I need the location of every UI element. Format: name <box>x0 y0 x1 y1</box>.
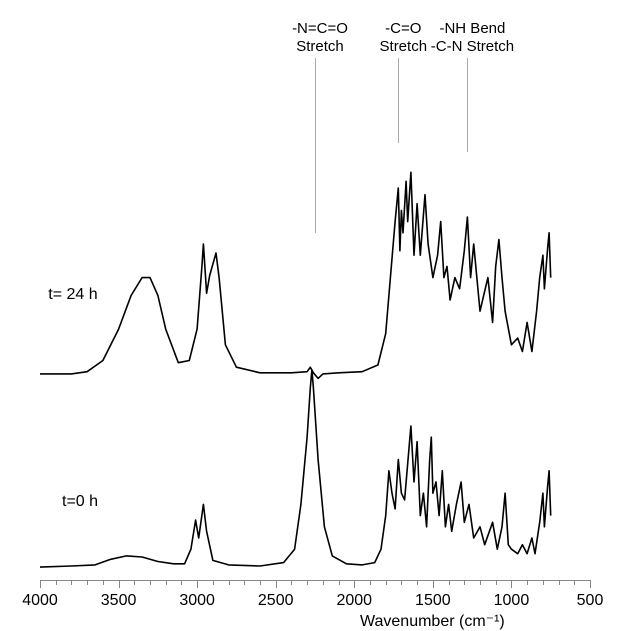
tick-label: 3500 <box>101 592 137 610</box>
minor-tick <box>559 580 560 585</box>
major-tick <box>40 580 41 588</box>
minor-tick <box>323 580 324 585</box>
minor-tick <box>103 580 104 585</box>
minor-tick <box>134 580 135 585</box>
peak-marker-0 <box>315 58 316 233</box>
peak-label-2: -NH Bend-C-N Stretch <box>427 20 517 56</box>
minor-tick <box>401 580 402 585</box>
minor-tick <box>370 580 371 585</box>
x-axis: 4000350030002500200015001000500 <box>40 580 590 620</box>
minor-tick <box>229 580 230 585</box>
minor-tick <box>260 580 261 585</box>
peak-label-0: -N=C=OStretch <box>275 20 365 56</box>
spectrum-t24h <box>40 172 551 378</box>
minor-tick <box>464 580 465 585</box>
ir-spectra-figure: t= 24 ht=0 h-N=C=OStretch-C=OStretch-NH … <box>0 0 629 631</box>
major-tick <box>276 580 277 588</box>
major-tick <box>511 580 512 588</box>
x-axis-title: Wavenumber (cm⁻¹) <box>360 611 505 631</box>
tick-label: 2000 <box>336 592 372 610</box>
tick-label: 500 <box>577 592 604 610</box>
peak-marker-1 <box>398 58 399 143</box>
tick-label: 1000 <box>494 592 530 610</box>
minor-tick <box>150 580 151 585</box>
plot-area: t= 24 ht=0 h-N=C=OStretch-C=OStretch-NH … <box>40 20 590 580</box>
minor-tick <box>213 580 214 585</box>
minor-tick <box>527 580 528 585</box>
minor-tick <box>386 580 387 585</box>
minor-tick <box>449 580 450 585</box>
spectrum-t0h <box>40 370 551 567</box>
minor-tick <box>480 580 481 585</box>
tick-label: 3000 <box>179 592 215 610</box>
major-tick <box>197 580 198 588</box>
minor-tick <box>244 580 245 585</box>
tick-label: 2500 <box>258 592 294 610</box>
trace-label-t0h: t=0 h <box>62 493 98 511</box>
major-tick <box>433 580 434 588</box>
minor-tick <box>291 580 292 585</box>
minor-tick <box>574 580 575 585</box>
minor-tick <box>543 580 544 585</box>
minor-tick <box>166 580 167 585</box>
trace-label-t24h: t= 24 h <box>48 286 97 304</box>
axis-line <box>40 580 590 581</box>
minor-tick <box>417 580 418 585</box>
major-tick <box>354 580 355 588</box>
minor-tick <box>181 580 182 585</box>
minor-tick <box>56 580 57 585</box>
minor-tick <box>71 580 72 585</box>
minor-tick <box>339 580 340 585</box>
minor-tick <box>307 580 308 585</box>
major-tick <box>119 580 120 588</box>
major-tick <box>590 580 591 588</box>
minor-tick <box>87 580 88 585</box>
minor-tick <box>496 580 497 585</box>
tick-label: 1500 <box>415 592 451 610</box>
peak-marker-2 <box>467 58 468 152</box>
tick-label: 4000 <box>22 592 58 610</box>
